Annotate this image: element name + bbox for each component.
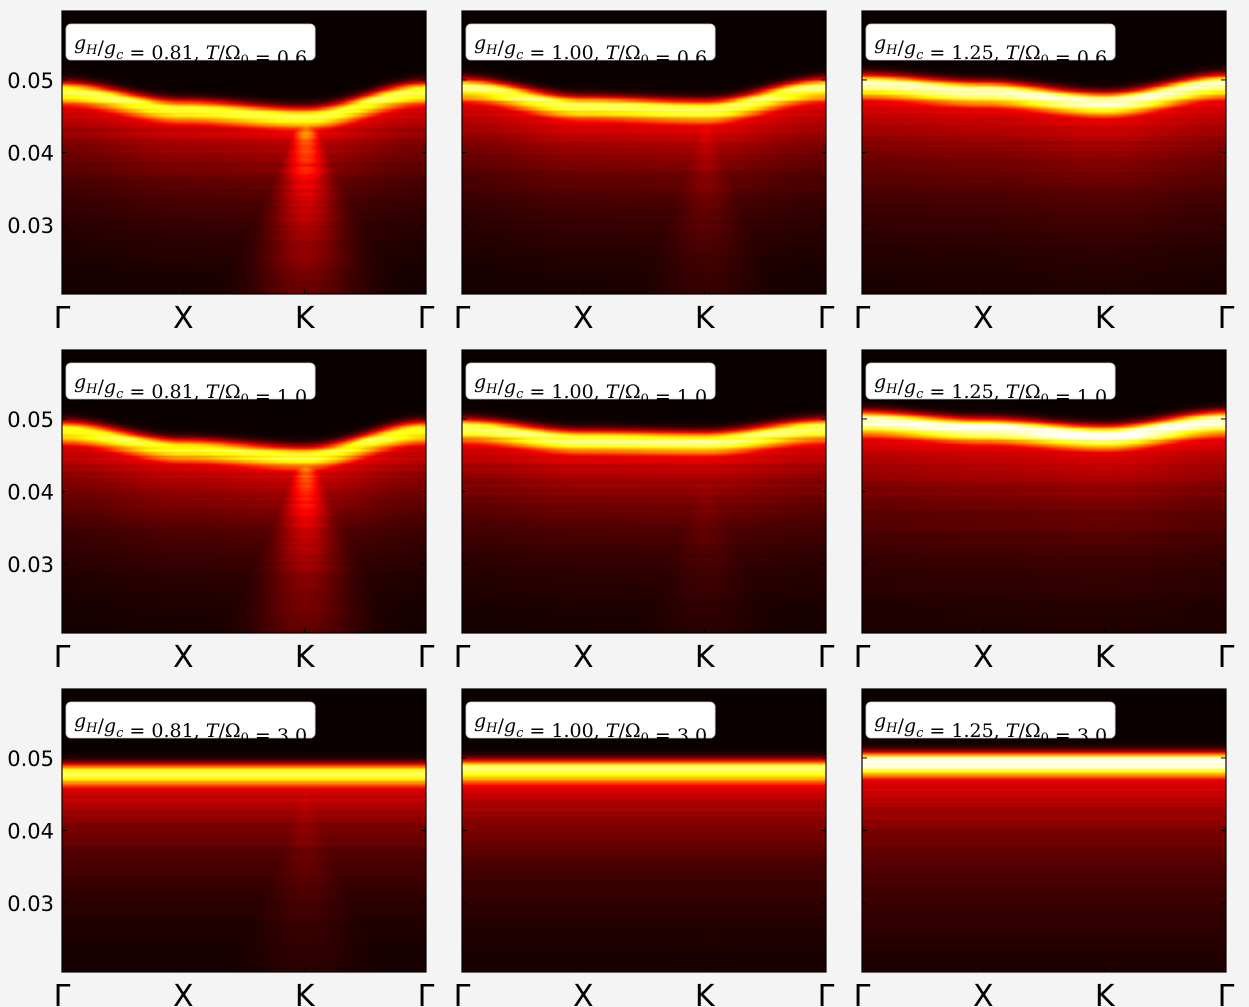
panel-label: gH/gc = 1.00, T/Ω0 = 0.6 xyxy=(465,23,716,69)
x-tick-label-0: Γ xyxy=(54,301,71,336)
panel-5: Γ X K ΓgH/gc = 1.00, T/Ω0 = 1.0 xyxy=(454,349,835,675)
x-tick-label-2: K xyxy=(695,301,716,336)
panel-label: gH/gc = 1.00, T/Ω0 = 3.0 xyxy=(465,701,716,747)
panel-label: gH/gc = 1.25, T/Ω0 = 3.0 xyxy=(865,701,1116,747)
x-tick-label-3: Γ xyxy=(1218,301,1235,336)
panel-2: Γ X K ΓgH/gc = 1.00, T/Ω0 = 0.6 xyxy=(454,10,835,336)
y-tick-label: 0.05 xyxy=(7,747,54,771)
panel-label: gH/gc = 0.81, T/Ω0 = 3.0 xyxy=(65,701,316,747)
panel-label-box xyxy=(865,362,1116,400)
panel-label: gH/gc = 1.25, T/Ω0 = 0.6 xyxy=(865,23,1116,69)
panel-label-box xyxy=(865,701,1116,739)
panel-grid: 0.03 0.04 0.05 Γ X K ΓgH/gc = 0.81, T/Ω0 = 0.6… xyxy=(7,10,1235,1007)
panel-4: 0.03 0.04 0.05 Γ X K ΓgH/gc = 0.81, T/Ω0 = 1.0 xyxy=(7,349,435,675)
y-tick-label: 0.03 xyxy=(7,892,54,916)
x-tick-label-1: X xyxy=(973,979,994,1007)
panel-label-text: gH/gc = 0.81, T/Ω0 = 0.6 xyxy=(74,32,307,69)
x-tick-label-2: K xyxy=(695,640,716,675)
panel-label-text: gH/gc = 1.00, T/Ω0 = 1.0 xyxy=(474,371,707,408)
panel-label: gH/gc = 0.81, T/Ω0 = 1.0 xyxy=(65,362,316,408)
panel-1: 0.03 0.04 0.05 Γ X K ΓgH/gc = 0.81, T/Ω0 = 0.6 xyxy=(7,10,435,336)
x-tick-label-1: X xyxy=(173,979,194,1007)
x-tick-label-0: Γ xyxy=(454,640,471,675)
x-tick-label-2: K xyxy=(695,979,716,1007)
x-tick-label-3: Γ xyxy=(1218,640,1235,675)
panel-label-text: gH/gc = 1.00, T/Ω0 = 0.6 xyxy=(474,32,707,69)
panel-label: gH/gc = 1.25, T/Ω0 = 1.0 xyxy=(865,362,1116,408)
x-tick-label-2: K xyxy=(1095,640,1116,675)
panel-label-box xyxy=(465,362,716,400)
x-tick-label-2: K xyxy=(295,301,316,336)
panel-3: Γ X K ΓgH/gc = 1.25, T/Ω0 = 0.6 xyxy=(854,10,1235,336)
panel-label-text: gH/gc = 1.25, T/Ω0 = 0.6 xyxy=(874,32,1107,69)
y-tick-label: 0.05 xyxy=(7,69,54,93)
x-tick-label-0: Γ xyxy=(854,979,871,1007)
x-tick-label-2: K xyxy=(1095,979,1116,1007)
y-tick-label: 0.04 xyxy=(7,481,54,505)
panel-label-box xyxy=(65,23,316,61)
panel-8: Γ X K ΓgH/gc = 1.00, T/Ω0 = 3.0 xyxy=(454,688,835,1007)
x-tick-label-0: Γ xyxy=(54,979,71,1007)
x-tick-label-1: X xyxy=(173,301,194,336)
panel-label-text: gH/gc = 1.25, T/Ω0 = 1.0 xyxy=(874,371,1107,408)
x-tick-label-0: Γ xyxy=(454,301,471,336)
x-tick-label-2: K xyxy=(295,979,316,1007)
x-tick-label-2: K xyxy=(1095,301,1116,336)
panel-label-box xyxy=(65,701,316,739)
panel-label-box xyxy=(865,23,1116,61)
y-tick-label: 0.03 xyxy=(7,553,54,577)
panel-label-box xyxy=(65,362,316,400)
x-tick-label-2: K xyxy=(295,640,316,675)
x-tick-label-1: X xyxy=(573,979,594,1007)
x-tick-label-3: Γ xyxy=(818,301,835,336)
x-tick-label-0: Γ xyxy=(54,640,71,675)
panel-6: Γ X K ΓgH/gc = 1.25, T/Ω0 = 1.0 xyxy=(854,349,1235,675)
x-tick-label-3: Γ xyxy=(418,979,435,1007)
panel-label-text: gH/gc = 0.81, T/Ω0 = 3.0 xyxy=(74,710,307,747)
panel-7: 0.03 0.04 0.05 Γ X K ΓgH/gc = 0.81, T/Ω0 = 3.0 xyxy=(7,688,435,1007)
panel-label-text: gH/gc = 1.00, T/Ω0 = 3.0 xyxy=(474,710,707,747)
x-tick-label-1: X xyxy=(173,640,194,675)
y-tick-label: 0.04 xyxy=(7,142,54,166)
panel-label: gH/gc = 1.00, T/Ω0 = 1.0 xyxy=(465,362,716,408)
panel-label-text: gH/gc = 1.25, T/Ω0 = 3.0 xyxy=(874,710,1107,747)
x-tick-label-1: X xyxy=(573,301,594,336)
x-tick-label-0: Γ xyxy=(454,979,471,1007)
x-tick-label-1: X xyxy=(573,640,594,675)
x-tick-label-3: Γ xyxy=(418,640,435,675)
panel-label-text: gH/gc = 0.81, T/Ω0 = 1.0 xyxy=(74,371,307,408)
y-tick-label: 0.04 xyxy=(7,820,54,844)
x-tick-label-3: Γ xyxy=(418,301,435,336)
x-tick-label-3: Γ xyxy=(1218,979,1235,1007)
x-tick-label-1: X xyxy=(973,301,994,336)
x-tick-label-3: Γ xyxy=(818,640,835,675)
x-tick-label-3: Γ xyxy=(818,979,835,1007)
panel-9: Γ X K ΓgH/gc = 1.25, T/Ω0 = 3.0 xyxy=(854,688,1235,1007)
y-tick-label: 0.03 xyxy=(7,214,54,238)
y-tick-label: 0.05 xyxy=(7,408,54,432)
x-tick-label-0: Γ xyxy=(854,301,871,336)
panel-label-box xyxy=(465,23,716,61)
x-tick-label-1: X xyxy=(973,640,994,675)
x-tick-label-0: Γ xyxy=(854,640,871,675)
panel-label-box xyxy=(465,701,716,739)
panel-label: gH/gc = 0.81, T/Ω0 = 0.6 xyxy=(65,23,316,69)
